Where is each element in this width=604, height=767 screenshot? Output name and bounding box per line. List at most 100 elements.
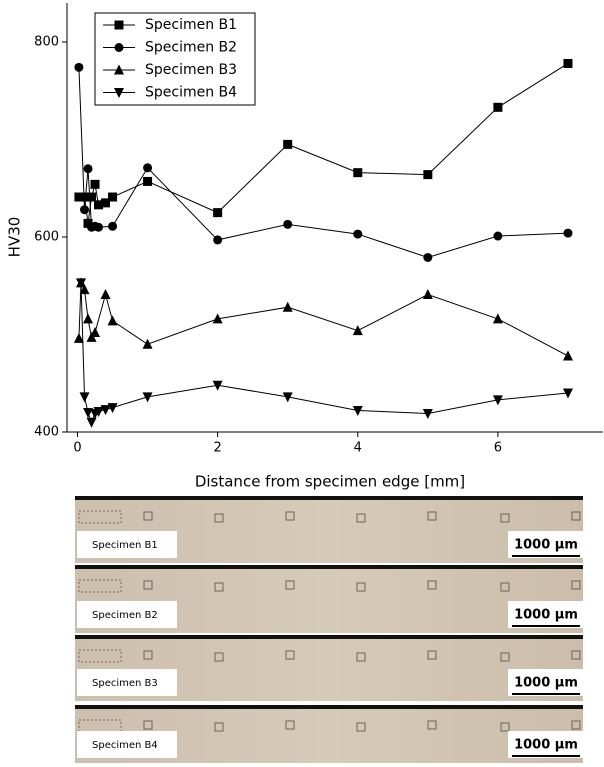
marker [79, 284, 90, 295]
marker [142, 392, 153, 403]
indent [571, 511, 581, 521]
indent [214, 513, 224, 523]
indent [500, 582, 510, 592]
legend-marker [114, 64, 124, 75]
marker [74, 192, 84, 202]
scale-label: 1000 µm [514, 538, 578, 553]
marker [282, 392, 293, 403]
indent-row [78, 719, 122, 733]
marker [422, 289, 433, 300]
legend-marker [114, 43, 124, 52]
indent [500, 722, 510, 732]
indent [214, 582, 224, 592]
legend-label: Specimen B3 [145, 62, 237, 78]
legend-label: Specimen B4 [145, 85, 237, 101]
marker [353, 168, 363, 178]
marker [563, 58, 573, 68]
marker [80, 205, 90, 215]
micrograph: Specimen B2 1000 µm [75, 565, 583, 633]
indent [356, 652, 366, 662]
marker [101, 198, 111, 208]
indent [285, 720, 295, 730]
marker [107, 403, 118, 414]
indent [500, 652, 510, 662]
marker [94, 200, 104, 210]
indent [356, 582, 366, 592]
indent [143, 580, 153, 590]
marker [212, 380, 223, 391]
micrograph-border [75, 496, 583, 500]
marker [107, 315, 118, 326]
marker [283, 139, 293, 149]
y-axis-label: HV30 [6, 217, 24, 258]
micrograph-label: Specimen B3 [92, 678, 158, 689]
marker [90, 327, 101, 338]
scale-box [508, 531, 583, 558]
micrograph: Specimen B1 1000 µm [75, 496, 583, 563]
legend-marker [114, 20, 124, 30]
scale-box [508, 601, 583, 628]
indent [143, 650, 153, 660]
indent [356, 722, 366, 732]
marker [90, 179, 100, 189]
micrograph: Specimen B4 1000 µm [75, 705, 583, 763]
marker [493, 102, 503, 112]
marker [353, 229, 363, 239]
marker [76, 278, 87, 289]
scale-box [508, 669, 583, 696]
marker [83, 313, 94, 324]
marker [423, 252, 433, 262]
marker [422, 408, 433, 419]
indent-row [78, 649, 122, 663]
marker [108, 192, 118, 202]
indent [143, 720, 153, 730]
marker [100, 289, 111, 300]
indent [571, 650, 581, 660]
indent [356, 513, 366, 523]
marker [492, 395, 503, 406]
scale-box [508, 731, 583, 758]
micrograph-border [75, 705, 583, 709]
micrograph-label: Specimen B1 [92, 540, 158, 551]
marker [423, 170, 433, 180]
marker [79, 392, 90, 403]
x-axis-label: Distance from specimen edge [mm] [195, 473, 465, 491]
indent [427, 650, 437, 660]
scale-label: 1000 µm [514, 676, 578, 691]
legend-label: Specimen B1 [145, 17, 237, 33]
marker [83, 408, 94, 418]
x-tick-label: 2 [213, 441, 221, 456]
marker [93, 407, 104, 418]
indent [285, 511, 295, 521]
indent [143, 511, 153, 521]
marker [492, 313, 503, 324]
marker [213, 235, 223, 245]
indent [214, 722, 224, 732]
marker [108, 221, 118, 231]
indent [285, 580, 295, 590]
micrograph-border [75, 565, 583, 569]
micrograph-label: Specimen B4 [92, 740, 158, 751]
marker [563, 228, 573, 238]
indent [571, 580, 581, 590]
y-tick-label: 600 [34, 230, 59, 245]
marker [283, 219, 293, 229]
label-box [77, 531, 177, 558]
marker [83, 218, 93, 228]
indent [427, 720, 437, 730]
indent-row [78, 510, 122, 524]
marker [143, 163, 153, 173]
indent [214, 652, 224, 662]
marker [493, 231, 503, 241]
scale-label: 1000 µm [514, 738, 578, 753]
micrograph: Specimen B3 1000 µm [75, 635, 583, 701]
marker [83, 164, 93, 174]
indent [571, 720, 581, 730]
y-tick-label: 400 [34, 425, 59, 440]
indent [427, 511, 437, 521]
marker [143, 176, 153, 186]
series-line [78, 67, 568, 258]
marker [282, 301, 293, 312]
marker [142, 338, 153, 349]
series-line [78, 280, 569, 357]
